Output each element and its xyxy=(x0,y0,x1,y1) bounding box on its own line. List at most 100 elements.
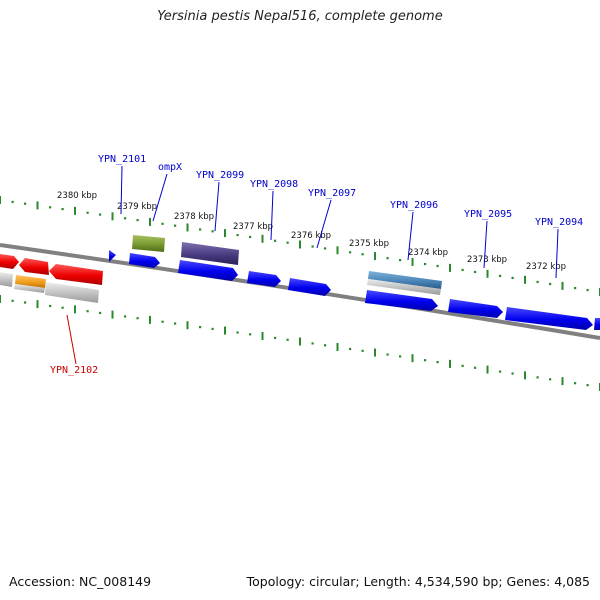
ruler-outer-tick xyxy=(36,201,39,210)
kbp-label: 2372 kbp xyxy=(526,262,566,272)
ruler-dot xyxy=(499,274,502,278)
ruler-dot xyxy=(536,376,539,379)
gene-arrow-ypn-2097[interactable] xyxy=(288,278,331,296)
feature-bar-ypn-2102-grey xyxy=(45,282,99,303)
map-title: Yersinia pestis Nepal516, complete genom… xyxy=(157,9,443,24)
gene-arrow-ypn-2099[interactable] xyxy=(178,260,238,281)
kbp-label: 2373 kbp xyxy=(467,255,507,265)
ruler-dot xyxy=(86,310,89,313)
kbp-labels: 2380 kbp 2379 kbp 2378 kbp 2377 kbp 2376 kbp… xyxy=(57,191,566,272)
gene-label[interactable]: YPN_2096 xyxy=(390,200,438,211)
gene-leader-line xyxy=(270,190,274,241)
ruler-outer-tick xyxy=(524,275,526,284)
gene-arrow-ypn-2094[interactable] xyxy=(505,307,593,330)
ruler-dot xyxy=(174,322,177,325)
kbp-label: 2377 kbp xyxy=(233,222,273,232)
ruler-outer-tick xyxy=(374,252,376,261)
ruler-dot xyxy=(574,286,577,290)
gene-arrow-ypn-2096[interactable] xyxy=(365,290,438,311)
ruler-outer-tick xyxy=(111,212,114,221)
ruler-dot xyxy=(174,224,177,227)
ruler-outer-tick xyxy=(74,206,76,215)
ruler-dot xyxy=(461,268,464,272)
ruler-dot xyxy=(24,301,27,304)
gene-label[interactable]: ompX xyxy=(158,162,182,173)
gene-label[interactable]: YPN_2101 xyxy=(98,154,146,165)
ruler-dot xyxy=(274,239,277,242)
gene-arrow-ypn-2098[interactable] xyxy=(247,271,281,287)
gene-leader-line xyxy=(555,228,559,279)
gene-leader-line xyxy=(120,165,123,215)
ruler-dot xyxy=(424,359,427,362)
ruler-dot xyxy=(286,338,289,341)
ruler-inner-tick xyxy=(111,310,114,319)
kbp-label: 2376 kbp xyxy=(291,231,331,241)
gene-label[interactable]: YPN_2102 xyxy=(50,365,98,376)
ruler-dot xyxy=(99,311,102,315)
ruler-dot xyxy=(349,251,352,254)
ruler-dot xyxy=(136,317,139,320)
gene-label[interactable]: YPN_2098 xyxy=(250,179,298,190)
ruler-outer-tick xyxy=(336,246,339,255)
ruler-dot xyxy=(249,235,252,239)
feature-bar-left-grey xyxy=(0,272,13,287)
ruler-dot xyxy=(461,364,464,367)
gene-arrow-ypn-2101[interactable] xyxy=(109,250,116,262)
ruler-dot xyxy=(49,304,52,308)
gene-arrow-left-edge[interactable] xyxy=(0,254,19,269)
gene-label[interactable]: YPN_2095 xyxy=(464,209,512,220)
ruler-dot xyxy=(361,253,364,256)
ruler-dot xyxy=(61,208,64,211)
ruler-dot xyxy=(199,228,202,231)
ruler-dot xyxy=(324,247,327,250)
gene-label[interactable]: YPN_2097 xyxy=(308,188,356,199)
gene-leader-line xyxy=(316,199,332,249)
ruler-dot xyxy=(124,217,127,220)
ruler-inner-tick xyxy=(561,377,564,386)
ruler-dot xyxy=(499,370,502,373)
ruler-inner-tick xyxy=(524,371,526,380)
ruler-dot xyxy=(324,344,327,347)
kbp-label: 2380 kbp xyxy=(57,191,97,201)
gene-leader-line xyxy=(407,211,414,261)
ruler-inner-tick xyxy=(224,326,226,335)
gene-label[interactable]: YPN_2094 xyxy=(535,217,583,228)
kbp-label: 2375 kbp xyxy=(349,239,389,249)
gene-arrow-ypn-2102[interactable] xyxy=(49,264,103,285)
ruler-dot xyxy=(549,378,552,381)
gene-arrow-left-2[interactable] xyxy=(19,258,49,275)
ruler-dot xyxy=(386,257,389,260)
gene-arrow-next[interactable] xyxy=(594,318,600,330)
ruler-dot xyxy=(11,200,14,203)
ruler-dot xyxy=(124,315,127,318)
ruler-dot xyxy=(436,264,439,268)
ruler-dot xyxy=(386,353,389,356)
ruler-outer-tick xyxy=(411,257,414,266)
feature-bar-ypn-2096 xyxy=(368,271,442,289)
feature-bar-ompx xyxy=(132,235,165,252)
kbp-label: 2378 kbp xyxy=(174,212,214,222)
ruler-dot xyxy=(349,347,352,351)
ruler-dot xyxy=(199,326,202,329)
ruler-inner-tick xyxy=(449,359,451,368)
ruler-inner-tick xyxy=(486,365,489,374)
gene-labels: YPN_2101 ompX YPN_2099 YPN_2098 YPN_2097 YPN_… xyxy=(50,154,583,376)
gene-label[interactable]: YPN_2099 xyxy=(196,170,244,181)
ruler-dot xyxy=(586,288,589,292)
feature-bar-ypn-2099 xyxy=(181,242,239,265)
gene-arrow-ypn-2095[interactable] xyxy=(448,299,503,318)
ruler-inner-tick xyxy=(336,343,339,352)
gene-leader-line xyxy=(483,220,488,269)
ruler-inner-tick xyxy=(299,337,301,346)
ruler-outer-tick xyxy=(0,196,1,204)
ruler-dot xyxy=(436,360,439,364)
feature-bar-orange xyxy=(15,275,46,288)
gene-leader-line xyxy=(214,181,220,232)
feature-bar-orange-grey xyxy=(14,284,45,293)
ruler-dot xyxy=(549,282,552,286)
gene-arrow-ompx[interactable] xyxy=(129,253,160,268)
ruler-inner-tick xyxy=(0,295,1,303)
ruler-dot xyxy=(286,241,289,244)
ruler-dot xyxy=(586,384,589,387)
ruler-outer-tick xyxy=(149,217,151,226)
